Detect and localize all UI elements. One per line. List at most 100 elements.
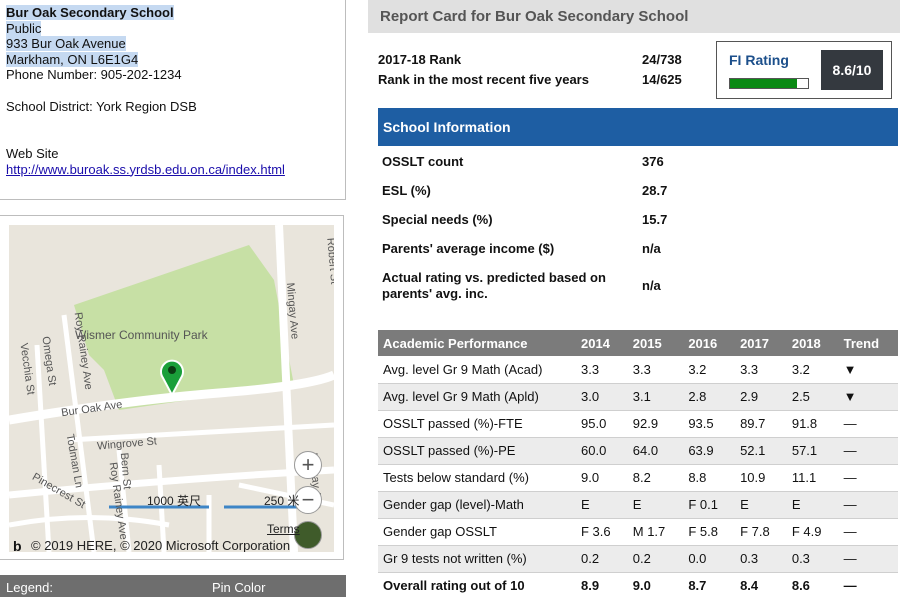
phone-number: Phone Number: 905-202-1234 [6, 67, 182, 82]
table-cell: M 1.7 [627, 518, 684, 546]
table-cell: 8.9 [576, 572, 628, 597]
row-label: OSSLT passed (%)-PE [378, 437, 576, 465]
website-link[interactable]: http://www.buroak.ss.yrdsb.edu.on.ca/ind… [6, 161, 285, 177]
map-canvas[interactable]: Wismer Community Park Bur Oak Ave Wingro… [9, 225, 334, 552]
table-cell: 3.3 [735, 356, 787, 384]
table-cell: E [627, 491, 684, 519]
table-cell: 8.6 [786, 572, 839, 597]
table-row: Avg. level Gr 9 Math (Apld) 3.0 3.1 2.8 2.9 2… [378, 383, 898, 411]
park-label: Wismer Community Park [75, 328, 208, 342]
column-header: 2017 [735, 330, 787, 356]
report-card-title: Report Card for Bur Oak Secondary School [368, 0, 900, 33]
table-cell: F 4.9 [786, 518, 839, 546]
info-value: 28.7 [642, 183, 668, 198]
zoom-in-button[interactable]: + [294, 451, 322, 479]
table-cell: 9.0 [576, 464, 628, 492]
report-card-panel: Report Card for Bur Oak Secondary School… [368, 0, 900, 597]
table-cell: 92.9 [627, 410, 684, 438]
rank5-value: 14/625 [642, 72, 682, 87]
address-line-1: 933 Bur Oak Avenue [6, 36, 126, 51]
map-copyright: © 2019 HERE, © 2020 Microsoft Corporatio… [31, 538, 291, 552]
table-cell: 11.1 [786, 464, 839, 492]
table-cell: 0.2 [627, 545, 684, 573]
table-cell: 3.1 [627, 383, 684, 411]
trend-indicator: — [838, 545, 898, 573]
column-header: 2015 [627, 330, 684, 356]
trend-indicator: — [838, 410, 898, 438]
trend-indicator: ▼ [838, 356, 898, 384]
website-label: Web Site [6, 146, 59, 161]
bing-logo-icon: b [13, 538, 22, 552]
table-cell: 0.0 [683, 545, 736, 573]
school-district: School District: York Region DSB [6, 98, 197, 114]
table-cell: 93.5 [683, 410, 736, 438]
trend-indicator: — [838, 437, 898, 465]
fi-rating-score: 8.6/10 [821, 50, 883, 90]
table-cell: 89.7 [735, 410, 787, 438]
school-name: Bur Oak Secondary School [6, 5, 174, 20]
table-header-row: Academic Performance 2014 2015 2016 2017… [378, 330, 898, 356]
aerial-view-icon[interactable] [294, 521, 322, 549]
table-cell: 3.0 [576, 383, 628, 411]
map-panel: Wismer Community Park Bur Oak Ave Wingro… [0, 215, 344, 560]
table-row: Tests below standard (%) 9.0 8.2 8.8 10.9 11.… [378, 464, 898, 492]
row-label: Gr 9 tests not written (%) [378, 545, 576, 573]
column-header: 2016 [683, 330, 736, 356]
location-pin-icon[interactable] [159, 358, 185, 396]
table-cell: E [786, 491, 839, 519]
column-header: Academic Performance [378, 330, 576, 356]
trend-indicator: — [838, 491, 898, 519]
table-row: Avg. level Gr 9 Math (Acad) 3.3 3.3 3.2 3.3 3… [378, 356, 898, 384]
scale-meters: 250 米 [264, 494, 300, 508]
school-type: Public [6, 20, 42, 36]
table-cell: 8.7 [683, 572, 736, 597]
table-cell: 9.0 [627, 572, 684, 597]
school-address-card: Bur Oak Secondary School Public 933 Bur … [0, 0, 346, 200]
table-cell: 2.5 [786, 383, 839, 411]
column-header: 2014 [576, 330, 628, 356]
legend-bar: Legend: Pin Color [0, 575, 346, 597]
table-cell: 91.8 [786, 410, 839, 438]
fi-rating-bar-fill [730, 79, 798, 88]
terms-link[interactable]: Terms [267, 522, 300, 536]
academic-performance-table: Academic Performance 2014 2015 2016 2017… [378, 330, 898, 597]
table-cell: 10.9 [735, 464, 787, 492]
row-label: Avg. level Gr 9 Math (Acad) [378, 356, 576, 384]
table-cell: 95.0 [576, 410, 628, 438]
table-cell: E [735, 491, 787, 519]
table-cell: 57.1 [786, 437, 839, 465]
row-label: Overall rating out of 10 [378, 572, 576, 597]
table-cell: F 0.1 [683, 491, 736, 519]
zoom-out-button[interactable]: − [294, 486, 322, 514]
table-row: Gender gap (level)-Math E E F 0.1 E E — [378, 491, 898, 519]
table-cell: 63.9 [683, 437, 736, 465]
info-value: n/a [642, 241, 661, 256]
table-cell: 2.9 [735, 383, 787, 411]
info-label: Special needs (%) [382, 212, 493, 227]
table-row: Overall rating out of 10 8.9 9.0 8.7 8.4 8.6— [378, 572, 898, 597]
table-cell: 3.3 [576, 356, 628, 384]
info-label: OSSLT count [382, 154, 464, 169]
table-cell: 0.3 [735, 545, 787, 573]
row-label: Gender gap OSSLT [378, 518, 576, 546]
address-line-2: Markham, ON L6E1G4 [6, 51, 139, 67]
park-area [74, 245, 294, 410]
rank-label: 2017-18 Rank [378, 52, 462, 67]
table-cell: 3.2 [786, 356, 839, 384]
table-cell: 8.2 [627, 464, 684, 492]
table-cell: 60.0 [576, 437, 628, 465]
info-value: 376 [642, 154, 664, 169]
table-cell: 3.3 [627, 356, 684, 384]
fi-rating-bar [729, 78, 809, 89]
row-label: OSSLT passed (%)-FTE [378, 410, 576, 438]
table-cell: 52.1 [735, 437, 787, 465]
trend-indicator: — [838, 572, 898, 597]
table-row: Gender gap OSSLT F 3.6 M 1.7 F 5.8 F 7.8 F 4.… [378, 518, 898, 546]
fi-rating-label: FI Rating [729, 52, 789, 68]
table-cell: 0.3 [786, 545, 839, 573]
row-label: Gender gap (level)-Math [378, 491, 576, 519]
info-value: n/a [642, 278, 661, 293]
trend-indicator: — [838, 518, 898, 546]
table-cell: F 5.8 [683, 518, 736, 546]
row-label: Tests below standard (%) [378, 464, 576, 492]
